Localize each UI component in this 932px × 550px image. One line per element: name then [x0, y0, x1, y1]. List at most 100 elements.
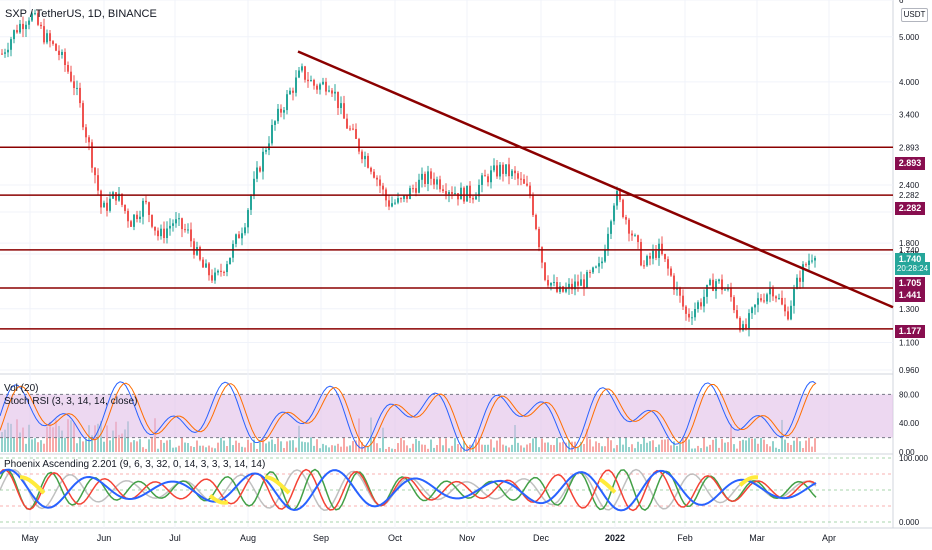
candle-body	[400, 198, 402, 200]
volume-bar	[715, 438, 717, 452]
candle-body	[406, 195, 408, 199]
volume-label: Vol (20)	[4, 383, 39, 394]
candle-body	[223, 271, 225, 273]
volume-bar	[505, 445, 507, 452]
volume-bar	[571, 441, 573, 452]
volume-bar	[802, 448, 804, 452]
candle-body	[748, 313, 750, 329]
volume-bar	[748, 437, 750, 452]
volume-bar	[805, 440, 807, 452]
volume-bar	[178, 445, 180, 452]
candle-body	[466, 185, 468, 202]
volume-bar	[274, 444, 276, 452]
candle-body	[454, 193, 456, 195]
candle-body	[553, 282, 555, 284]
candle-body	[595, 266, 597, 268]
volume-bar	[205, 447, 207, 452]
candle-body	[664, 253, 666, 260]
candle-body	[235, 234, 237, 244]
volume-bar	[148, 439, 150, 452]
candle-body	[793, 288, 795, 306]
candle-body	[160, 228, 162, 237]
volume-bar	[259, 442, 261, 452]
x-tick-label: Apr	[822, 533, 836, 543]
candle-body	[37, 13, 39, 25]
candle-body	[787, 311, 789, 320]
volume-bar	[691, 448, 693, 452]
candle-body	[49, 33, 51, 42]
x-tick-label: Feb	[677, 533, 693, 543]
candle-body	[277, 108, 279, 122]
candle-body	[25, 24, 27, 30]
volume-bar	[631, 444, 633, 452]
y-tick-label: 2.400	[899, 181, 920, 190]
volume-bar	[637, 441, 639, 452]
volume-bar	[301, 441, 303, 452]
volume-bar	[403, 440, 405, 452]
candle-body	[64, 51, 66, 66]
candle-body	[409, 188, 411, 199]
candle-body	[259, 167, 261, 172]
candle-body	[610, 221, 612, 234]
volume-bar	[271, 439, 273, 452]
volume-bar	[373, 438, 375, 452]
volume-bar	[511, 444, 513, 452]
volume-bar	[382, 427, 384, 452]
volume-bar	[25, 443, 27, 452]
candle-body	[118, 193, 120, 201]
volume-bar	[208, 445, 210, 452]
volume-bar	[256, 448, 258, 452]
candle-body	[517, 173, 519, 179]
candle-body	[286, 94, 288, 111]
volume-bar	[439, 437, 441, 452]
candle-body	[379, 179, 381, 186]
phoenix-yellow-segment	[598, 477, 617, 494]
currency-badge[interactable]: USDT	[901, 8, 928, 22]
volume-bar	[187, 442, 189, 452]
candle-body	[808, 260, 810, 266]
stoch-y-tick: 80.00	[899, 390, 920, 399]
volume-bar	[724, 442, 726, 452]
candle-body	[292, 90, 294, 93]
volume-bar	[544, 442, 546, 452]
volume-bar	[577, 447, 579, 452]
volume-bar	[481, 444, 483, 452]
candle-body	[730, 288, 732, 298]
candle-body	[358, 138, 360, 152]
volume-bar	[688, 439, 690, 452]
volume-bar	[550, 444, 552, 452]
candle-body	[4, 52, 6, 54]
candle-body	[184, 229, 186, 231]
volume-bar	[43, 443, 45, 452]
candle-body	[790, 305, 792, 320]
candle-body	[778, 297, 780, 299]
volume-bar	[580, 441, 582, 452]
volume-bar	[583, 443, 585, 452]
volume-bar	[454, 438, 456, 452]
volume-bar	[727, 442, 729, 452]
volume-bar	[325, 445, 327, 452]
candle-body	[745, 324, 747, 329]
candle-body	[433, 178, 435, 185]
candle-body	[460, 187, 462, 200]
candle-body	[403, 195, 405, 199]
candle-body	[145, 200, 147, 203]
candle-body	[559, 286, 561, 292]
candle-body	[103, 202, 105, 208]
volume-bar	[190, 446, 192, 452]
volume-bar	[40, 440, 42, 452]
volume-bar	[487, 444, 489, 452]
volume-bar	[652, 440, 654, 452]
y-tick-label: 2.893	[899, 143, 920, 152]
candle-body	[304, 66, 306, 80]
candle-body	[139, 216, 141, 220]
candle-body	[544, 262, 546, 280]
volume-bar	[676, 445, 678, 452]
downtrend-line	[297, 50, 894, 309]
volume-bar	[502, 444, 504, 452]
volume-bar	[139, 439, 141, 452]
stoch-k-line	[0, 381, 817, 451]
candle-body	[121, 193, 123, 205]
